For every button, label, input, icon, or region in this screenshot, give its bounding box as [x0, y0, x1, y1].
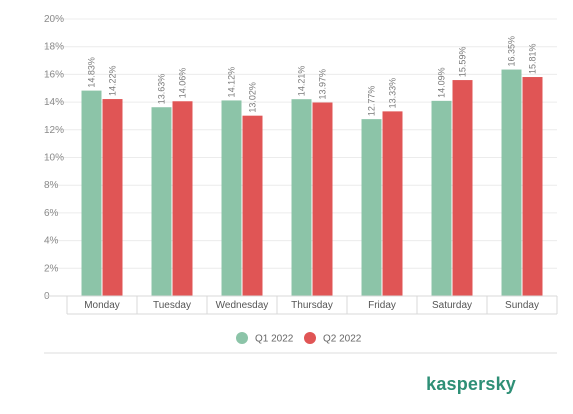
y-tick-label: 6%	[44, 208, 59, 219]
x-tick-label: Saturday	[432, 300, 472, 311]
y-tick-label: 20%	[44, 14, 64, 25]
legend-label: Q1 2022	[255, 334, 294, 345]
bar-q1-tuesday	[151, 107, 172, 296]
data-label: 13.02%	[248, 82, 258, 113]
data-label: 13.63%	[157, 74, 167, 105]
data-label: 14.09%	[437, 67, 447, 98]
data-label: 14.21%	[297, 66, 307, 97]
legend-swatch-q2	[304, 332, 316, 344]
data-label: 13.33%	[388, 78, 398, 109]
data-label: 14.06%	[178, 68, 188, 99]
bars: 14.83% 14.22% 13.63% 14.06% 14.12% 13.02% 14.2…	[81, 36, 543, 297]
bar-q2-thursday	[312, 102, 333, 296]
bar-q1-monday	[81, 90, 102, 297]
bar-q1-sunday	[501, 69, 522, 297]
x-tick-label: Monday	[84, 300, 120, 311]
bar-q1-wednesday	[221, 100, 242, 296]
y-axis: 02%4%6%8%10%12%14%16%18%20%	[44, 14, 64, 302]
x-tick-label: Sunday	[505, 300, 539, 311]
bar-q1-thursday	[291, 99, 312, 296]
bar-q2-saturday	[452, 80, 473, 297]
x-tick-label: Wednesday	[216, 300, 269, 311]
y-tick-label: 14%	[44, 97, 64, 108]
y-tick-label: 4%	[44, 236, 59, 247]
y-tick-label: 10%	[44, 153, 64, 164]
x-axis: Monday Tuesday Wednesday Thursday Friday Satu…	[44, 295, 558, 315]
data-label: 15.81%	[528, 44, 538, 75]
data-label: 14.83%	[87, 57, 97, 88]
bar-q2-tuesday	[172, 101, 193, 296]
y-tick-label: 12%	[44, 125, 64, 136]
x-tick-label: Tuesday	[153, 300, 191, 311]
y-tick-label: 18%	[44, 42, 64, 53]
bar-q2-friday	[382, 111, 403, 296]
legend-label: Q2 2022	[323, 334, 362, 345]
y-tick-label: 8%	[44, 180, 59, 191]
data-label: 16.35%	[507, 36, 517, 67]
x-tick-label: Friday	[368, 300, 396, 311]
data-label: 15.59%	[458, 47, 468, 78]
data-label: 14.22%	[108, 66, 118, 97]
bar-q2-sunday	[522, 77, 543, 297]
bar-q1-friday	[361, 119, 382, 296]
y-tick-label: 16%	[44, 69, 64, 80]
x-tick-label: Thursday	[291, 300, 333, 311]
data-label: 14.12%	[227, 67, 237, 98]
data-label: 13.97%	[318, 69, 328, 100]
kaspersky-logo: kaspersky	[426, 374, 516, 394]
bar-q1-saturday	[431, 100, 452, 296]
legend-swatch-q1	[236, 332, 248, 344]
legend: Q1 2022 Q2 2022	[44, 332, 557, 354]
y-tick-label: 2%	[44, 263, 59, 274]
data-label: 12.77%	[367, 86, 377, 117]
bar-q2-monday	[102, 99, 123, 296]
bar-q2-wednesday	[242, 115, 263, 296]
